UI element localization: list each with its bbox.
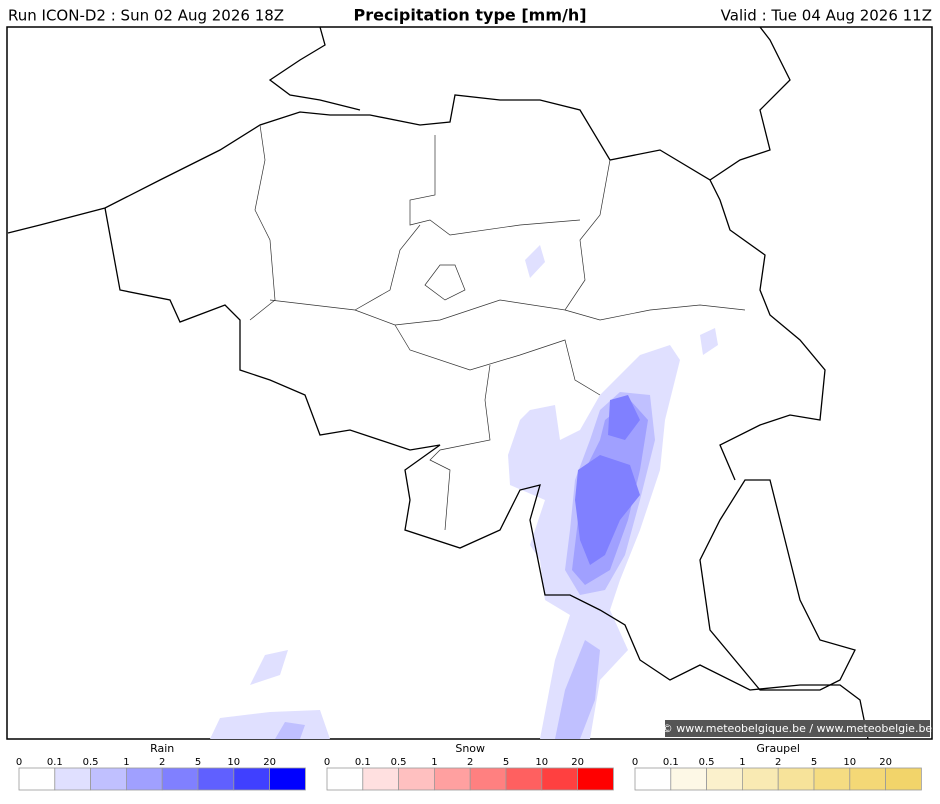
legend-swatch xyxy=(742,767,779,791)
valid-label: Valid : Tue 04 Aug 2026 11Z xyxy=(721,7,932,25)
legend-tick: 2 xyxy=(159,757,165,768)
legend-swatch xyxy=(433,767,471,791)
legend-swatch xyxy=(813,767,851,791)
legend-tick: 0.5 xyxy=(699,757,715,768)
legend-swatch xyxy=(90,767,127,791)
legend-swatch xyxy=(670,767,707,791)
legend-swatch xyxy=(161,767,199,791)
legend-tick: 10 xyxy=(227,757,240,768)
legend-tick: 1 xyxy=(739,757,745,768)
legend-swatch xyxy=(269,767,306,791)
legend-tick: 0.5 xyxy=(391,757,407,768)
legend-tick: 0 xyxy=(632,757,638,768)
legend-title: Snow xyxy=(455,742,485,755)
provinces xyxy=(249,124,746,531)
legend-tick: 0.1 xyxy=(47,757,63,768)
legend-tick: 2 xyxy=(775,757,781,768)
legend-title: Rain xyxy=(150,742,174,755)
legend-swatch xyxy=(777,767,815,791)
legend-swatch xyxy=(197,767,235,791)
legend-swatch xyxy=(505,767,543,791)
legend-tick: 5 xyxy=(195,757,201,768)
legend-swatch xyxy=(469,767,507,791)
legend-tick: 10 xyxy=(535,757,548,768)
legend-swatch xyxy=(577,767,614,791)
legend-swatch xyxy=(849,767,886,791)
legend-tick: 5 xyxy=(503,757,509,768)
copyright: © www.meteobelgique.be / www.meteobelgie… xyxy=(662,722,933,735)
legend-tick: 20 xyxy=(263,757,276,768)
legend-swatch xyxy=(362,767,399,791)
legend-swatch xyxy=(326,767,364,791)
legend-swatch xyxy=(398,767,435,791)
legend-swatch xyxy=(541,767,578,791)
legend-swatch xyxy=(233,767,271,791)
legend-swatch xyxy=(54,767,91,791)
legend-swatch xyxy=(634,767,672,791)
legend-tick: 0 xyxy=(16,757,22,768)
legend-tick: 10 xyxy=(843,757,856,768)
legend-tick: 0.1 xyxy=(663,757,679,768)
legend-swatch xyxy=(706,767,743,791)
legend-swatch xyxy=(126,767,163,791)
map-title: Precipitation type [mm/h] xyxy=(353,6,586,25)
borders xyxy=(7,26,869,740)
legend-tick: 0 xyxy=(324,757,330,768)
legend-tick: 5 xyxy=(811,757,817,768)
legend-tick: 0.1 xyxy=(355,757,371,768)
map: © www.meteobelgique.be / www.meteobelgie… xyxy=(6,26,933,740)
legend-tick: 2 xyxy=(467,757,473,768)
legend-tick: 0.5 xyxy=(83,757,99,768)
legend-swatch xyxy=(18,767,56,791)
copyright-box xyxy=(665,720,930,737)
legend-tick: 1 xyxy=(123,757,129,768)
legend-tick: 1 xyxy=(431,757,437,768)
precipitation xyxy=(210,245,718,739)
legend-swatch xyxy=(885,767,922,791)
run-label: Run ICON-D2 : Sun 02 Aug 2026 18Z xyxy=(8,7,284,25)
legend-title: Graupel xyxy=(756,742,800,755)
legend-tick: 20 xyxy=(879,757,892,768)
legend-tick: 20 xyxy=(571,757,584,768)
